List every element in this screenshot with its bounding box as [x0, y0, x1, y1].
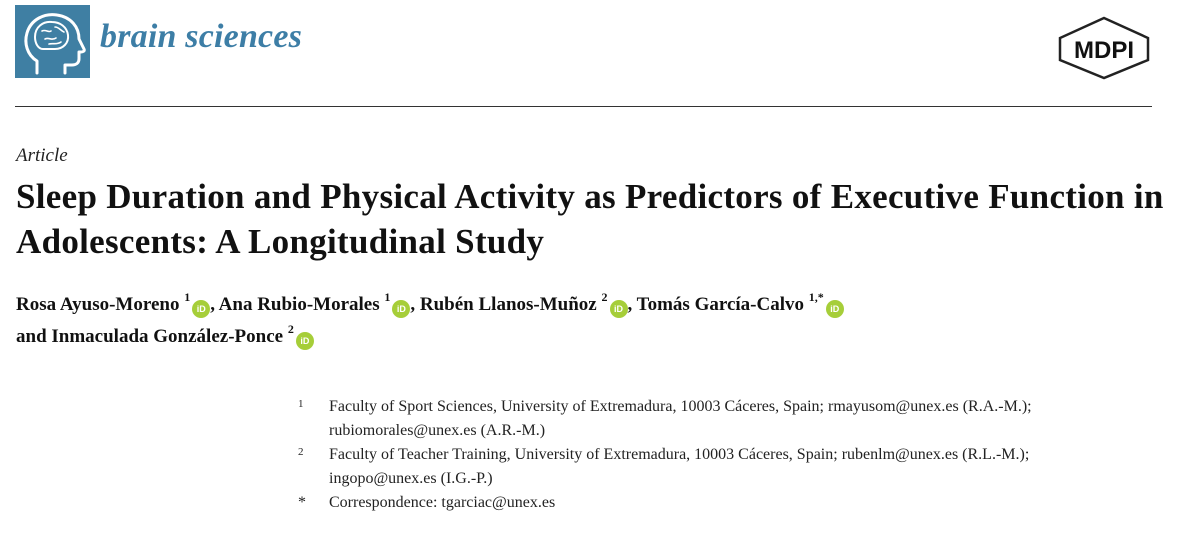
correspondence-text: Correspondence: tgarciac@unex.es	[329, 494, 556, 511]
author-affiliation-marker: 1,*	[808, 289, 824, 304]
author: Rubén Llanos-Muñoz 2iD	[419, 291, 628, 318]
author: Tomás García-Calvo 1,*iD	[636, 291, 844, 318]
correspondence-item: * Correspondence: tgarciac@unex.es	[298, 491, 1178, 515]
affiliation-text: Faculty of Sport Sciences, University of…	[329, 398, 1032, 415]
journal-name: brain sciences	[100, 18, 303, 55]
author: Rosa Ayuso-Moreno 1iD	[16, 291, 211, 318]
article-type: Article	[16, 145, 68, 166]
affiliation-text: ingopo@unex.es (I.G.-P.)	[329, 470, 493, 487]
author-name: Tomás García-Calvo	[636, 294, 804, 315]
orcid-icon[interactable]: iD	[609, 300, 628, 318]
author-conjunction: and	[16, 326, 47, 347]
header-divider	[15, 106, 1152, 107]
author-separator: ,	[210, 294, 215, 315]
orcid-icon[interactable]: iD	[392, 300, 411, 318]
author-name: Inmaculada González-Ponce	[51, 326, 284, 347]
affiliation-list: 1 Faculty of Sport Sciences, University …	[298, 395, 1178, 515]
author: and Inmaculada González-Ponce 2iD	[16, 323, 314, 350]
mdpi-logo: MDPI	[1056, 16, 1152, 80]
author-affiliation-marker: 1	[184, 289, 191, 304]
author-affiliation-marker: 2	[601, 289, 608, 304]
author-separator: ,	[410, 294, 416, 315]
author-affiliation-marker: 2	[287, 321, 294, 336]
author-list: Rosa Ayuso-Moreno 1iD, Ana Rubio-Morales…	[16, 289, 1166, 353]
author: Ana Rubio-Morales 1iD	[218, 291, 411, 318]
orcid-icon[interactable]: iD	[295, 332, 314, 350]
journal-logo	[15, 5, 90, 78]
orcid-icon[interactable]: iD	[825, 300, 844, 318]
correspondence-marker: *	[298, 494, 306, 511]
author-separator: ,	[627, 294, 633, 315]
author-affiliation-marker: 1	[384, 289, 391, 304]
author-name: Rosa Ayuso-Moreno	[16, 294, 180, 315]
article-title: Sleep Duration and Physical Activity as …	[16, 177, 1164, 261]
affiliation-text: rubiomorales@unex.es (A.R.-M.)	[329, 422, 546, 439]
affiliation-marker: 2	[298, 446, 304, 458]
orcid-icon[interactable]: iD	[192, 300, 211, 318]
affiliation-text: Faculty of Teacher Training, University …	[329, 446, 1030, 463]
affiliation-item: 1 Faculty of Sport Sciences, University …	[298, 395, 1178, 443]
author-name: Rubén Llanos-Muñoz	[419, 294, 597, 315]
mdpi-logo-text: MDPI	[1074, 37, 1134, 64]
author-name: Ana Rubio-Morales	[218, 294, 380, 315]
affiliation-marker: 1	[298, 398, 304, 410]
affiliation-item: 2 Faculty of Teacher Training, Universit…	[298, 443, 1178, 491]
head-brain-icon	[24, 13, 86, 75]
